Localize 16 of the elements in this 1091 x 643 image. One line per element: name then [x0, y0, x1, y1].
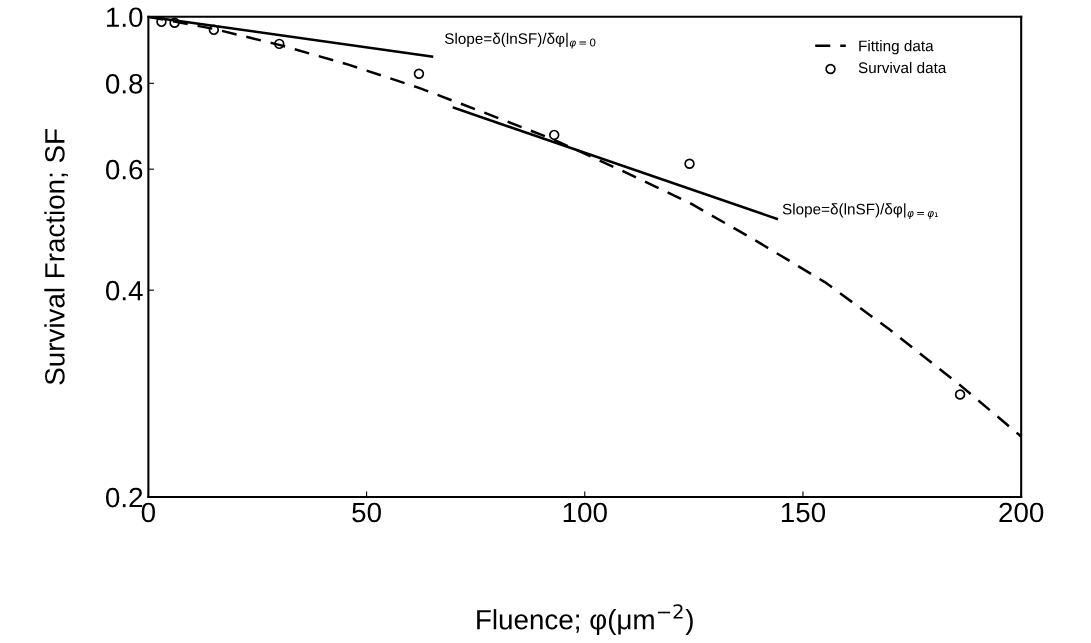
x-tick-label: 150: [781, 502, 826, 523]
y-tick-label: 0.4: [105, 280, 143, 301]
legend-label: Fitting data: [859, 40, 934, 55]
x-tick-label: 50: [352, 502, 381, 523]
x-tick-label: 0: [141, 502, 156, 523]
y-tick-label: 1.0: [107, 7, 143, 28]
annotation: Slope=δ(lnSF)/δφ|$_{φ=φ₁}$: [782, 203, 938, 220]
legend-label: Survival data: [858, 61, 947, 74]
x-tick-label: 100: [563, 502, 607, 523]
annotation: Slope=δ(lnSF)/δφ|$_{φ=0}$: [444, 32, 596, 49]
y-axis-title: Survival Fraction; SF: [44, 129, 68, 385]
y-tick-label: 0.8: [105, 73, 143, 94]
x-axis-title: Fluence; φ(μm$^{−2}$): [477, 604, 693, 636]
x-tick-label: 200: [999, 502, 1044, 523]
y-tick-label: 0.6: [105, 159, 143, 180]
y-tick-label: 0.2: [105, 487, 143, 508]
